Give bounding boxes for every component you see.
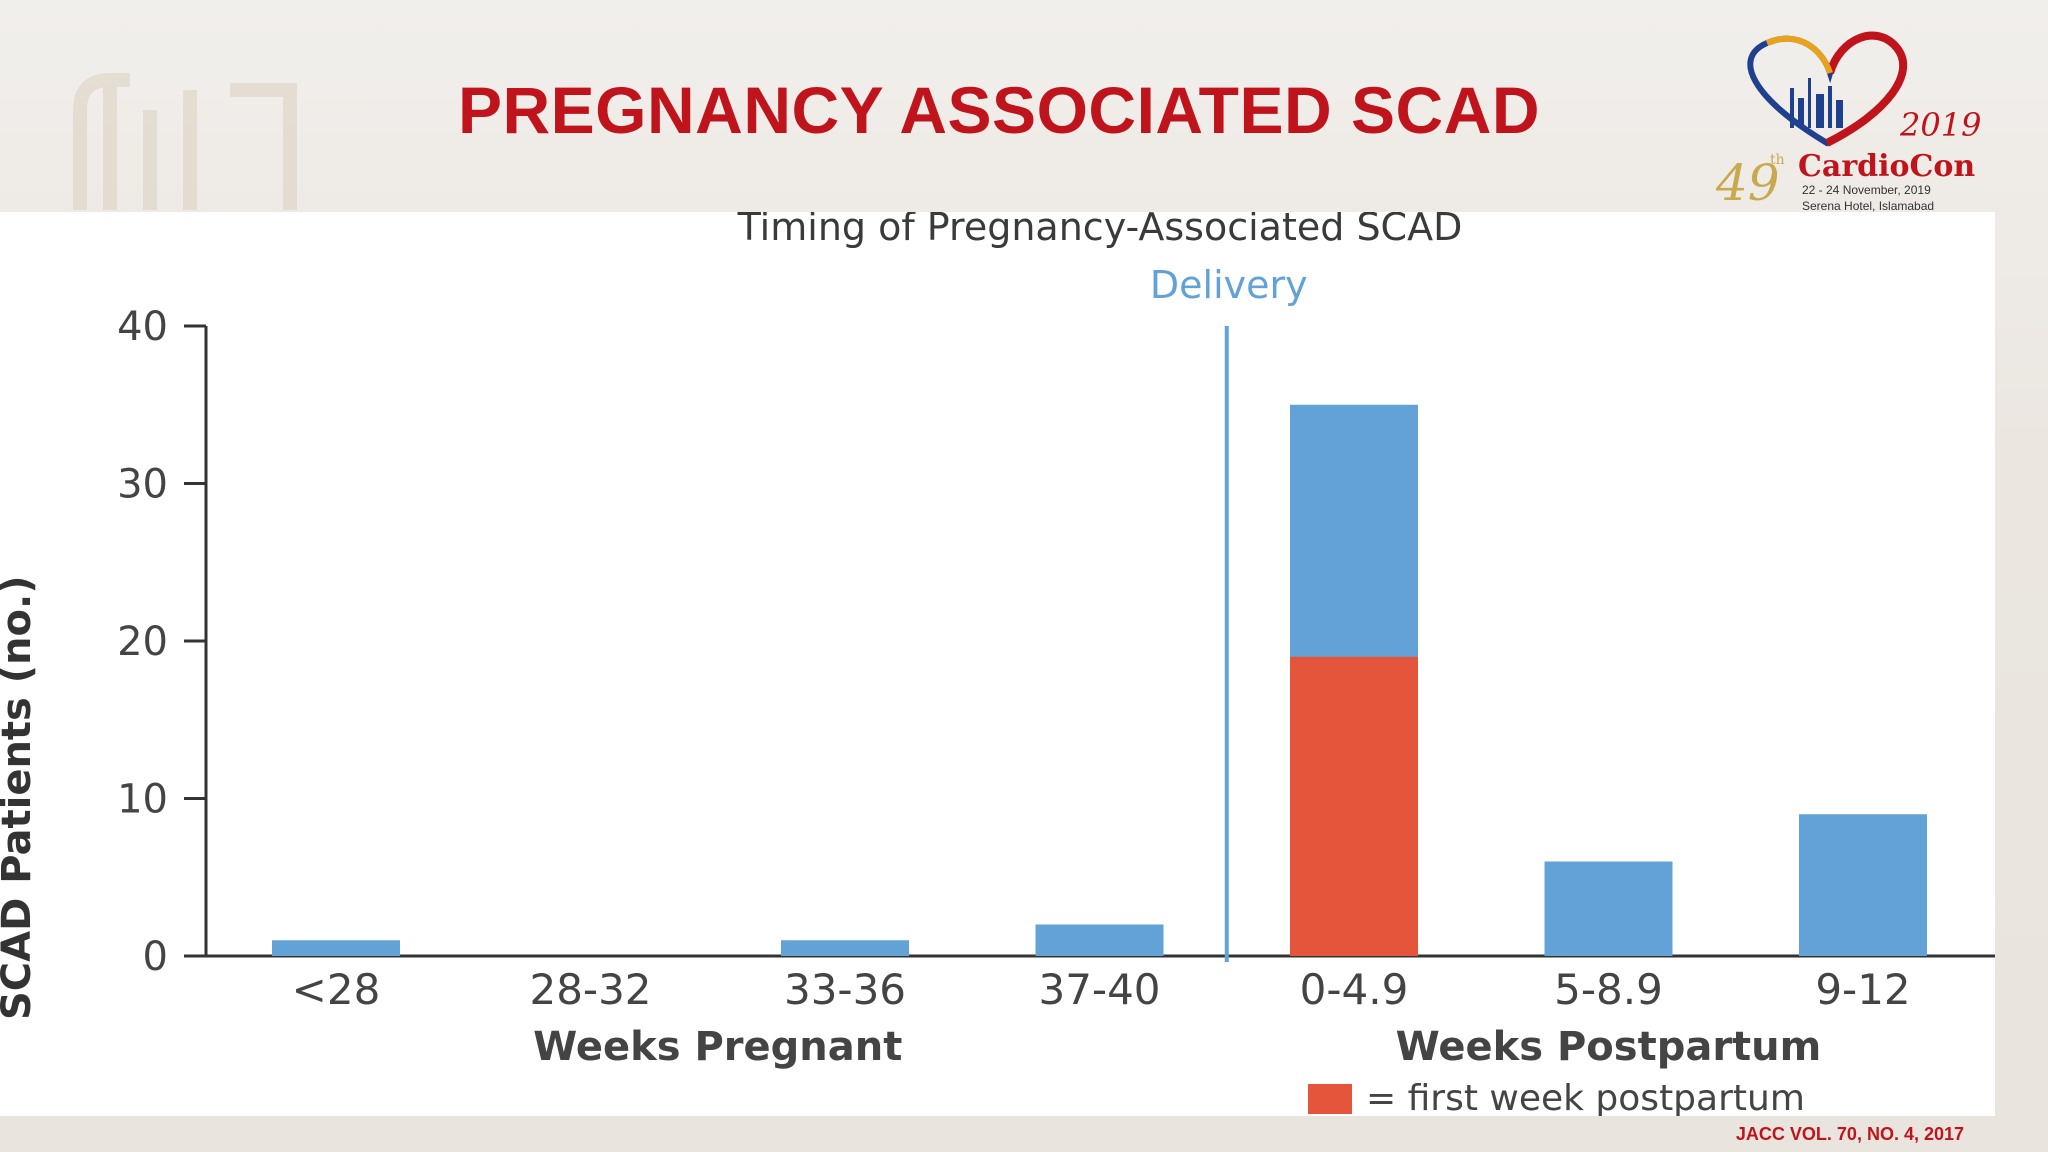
cardiocon-logo: 2019 49 th CardioCon 22 - 24 November, 2… <box>1715 31 1981 213</box>
y-tick-label: 40 <box>117 304 168 350</box>
plot-area: 0 10 20 30 40 <28 28-32 33-36 37-40 0-4.9 5-8.9 9-1… <box>117 263 1995 1116</box>
x-tick-label: 0-4.9 <box>1300 965 1409 1014</box>
y-tick-label: 20 <box>117 619 168 665</box>
bar <box>781 940 909 956</box>
timing-bar-chart: Timing of Pregnancy-Associated SCAD SCAD… <box>0 212 1995 1116</box>
logo-name: CardioCon <box>1798 149 1975 184</box>
citation: JACC VOL. 70, NO. 4, 2017 <box>1735 1124 1964 1144</box>
y-tick-label: 30 <box>117 462 168 508</box>
logo-edition-suffix: th <box>1770 152 1785 168</box>
group-label: Weeks Postpartum <box>1396 1024 1822 1070</box>
logo-edition: 49 <box>1715 154 1780 212</box>
x-tick-label: 37-40 <box>1038 965 1160 1014</box>
slide-title: PREGNANCY ASSOCIATED SCAD <box>457 73 1541 147</box>
x-tick-label: 9-12 <box>1815 965 1910 1014</box>
bar <box>272 940 400 956</box>
logo-venue: Serena Hotel, Islamabad <box>1802 199 1934 213</box>
y-tick-label: 10 <box>117 777 168 823</box>
x-tick-label: 33-36 <box>784 965 906 1014</box>
legend-swatch <box>1308 1084 1352 1114</box>
bar <box>1799 814 1927 956</box>
logo-year: 2019 <box>1899 106 1981 144</box>
y-tick-label: 0 <box>143 934 168 980</box>
legend-label: = first week postpartum <box>1366 1078 1805 1116</box>
bar <box>1035 924 1164 956</box>
skyline-icon <box>1790 78 1843 128</box>
delivery-label: Delivery <box>1150 263 1308 307</box>
chart-title: Timing of Pregnancy-Associated SCAD <box>737 212 1463 249</box>
bar <box>1544 861 1673 956</box>
logo-dates: 22 - 24 November, 2019 <box>1802 183 1931 197</box>
x-tick-label: 28-32 <box>529 965 651 1014</box>
x-tick-label: <28 <box>292 965 381 1014</box>
y-axis-label: SCAD Patients (no.) <box>0 576 40 1021</box>
bar-first-week <box>1290 656 1418 956</box>
x-tick-label: 5-8.9 <box>1554 965 1663 1014</box>
background-watermark <box>73 73 297 210</box>
group-label: Weeks Pregnant <box>533 1024 902 1070</box>
